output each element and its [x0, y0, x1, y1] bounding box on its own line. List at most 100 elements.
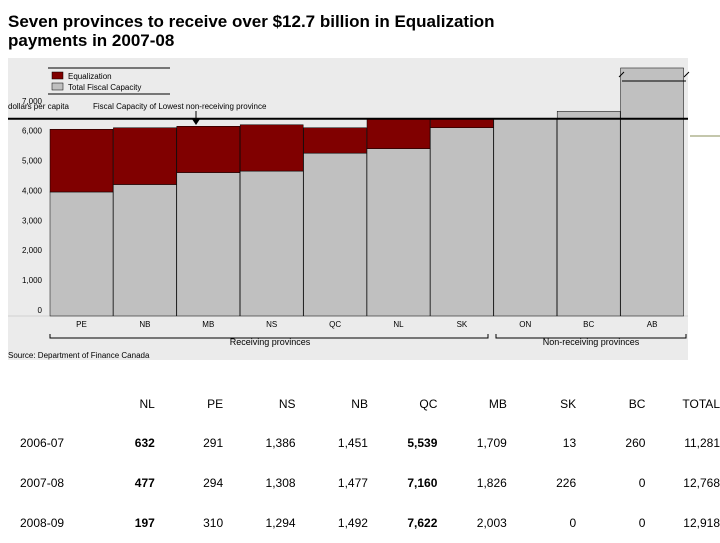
axis-break-marker — [618, 71, 690, 82]
table-cell: 477 — [134, 476, 155, 490]
y-tick-label: 6,000 — [22, 127, 43, 136]
legend-label-capacity: Total Fiscal Capacity — [68, 83, 141, 92]
bar-capacity-on — [493, 118, 558, 317]
reference-arrow-head — [192, 119, 200, 125]
x-tick-label: MB — [202, 320, 214, 329]
non-receiving-bracket — [495, 334, 687, 339]
table-cell: 1,826 — [476, 476, 507, 490]
table-cell: 226 — [556, 476, 577, 490]
table-row: 2007-08 477 294 1,308 1,477 7,160 1,826 226 0 12,… — [0, 463, 720, 503]
y-tick-label: 2,000 — [22, 246, 43, 255]
table-cell: PE — [207, 397, 224, 411]
bar-equalization-qc — [303, 127, 367, 154]
table-cell: 197 — [134, 516, 155, 530]
table-cell: 13 — [562, 436, 577, 450]
bar-equalization-pe — [49, 128, 114, 193]
table-row: 2008-09 197 310 1,294 1,492 7,622 2,003 0 0 12,91… — [0, 503, 720, 543]
bar-capacity-qc — [303, 152, 367, 317]
group-label-receiving: Receiving provinces — [230, 337, 311, 347]
reference-line-label: Fiscal Capacity of Lowest non-receiving … — [93, 102, 267, 111]
y-tick-label: 0 — [38, 306, 43, 315]
table-cell: 2,003 — [476, 516, 507, 530]
x-tick-label: NL — [393, 320, 404, 329]
table-cell: 1,294 — [265, 516, 296, 530]
table-row-label: 2008-09 — [20, 516, 65, 530]
x-tick-label: AB — [647, 320, 658, 329]
table-cell: 0 — [638, 516, 646, 530]
table-cell: MB — [488, 397, 507, 411]
y-tick-labels: 0 1,000 2,000 3,000 4,000 5,000 6,000 7,000 — [22, 97, 43, 315]
title-line-2: payments in 2007-08 — [8, 31, 175, 50]
bar-capacity-bc — [556, 111, 621, 317]
table-cell: SK — [560, 397, 577, 411]
bar-capacity-ns — [239, 170, 304, 317]
legend-label-equalization: Equalization — [68, 72, 112, 81]
table-cell: 12,768 — [683, 476, 720, 490]
legend: Equalization Total Fiscal Capacity — [48, 67, 170, 95]
table-row-label: 2006-07 — [20, 436, 65, 450]
table-cell: 0 — [569, 516, 577, 530]
y-tick-label: 5,000 — [22, 157, 43, 166]
equalization-table: NL PE NS NB QC MB SK BC TOTAL 2006-07 632 291 1,386 1… — [0, 385, 720, 543]
table-cell: 11,281 — [684, 436, 720, 450]
x-tick-label: NB — [139, 320, 150, 329]
table-cell: BC — [628, 397, 646, 411]
table-cell: 291 — [203, 436, 224, 450]
y-tick-label: 1,000 — [22, 276, 43, 285]
x-tick-labels: PE NB MB NS QC NL SK ON BC AB — [76, 320, 657, 329]
table-cell: 1,477 — [337, 476, 368, 490]
table-header-row: NL PE NS NB QC MB SK BC TOTAL — [0, 385, 720, 423]
bar-equalization-mb — [176, 126, 241, 173]
table-row-label — [0, 385, 99, 423]
x-tick-label: SK — [457, 320, 468, 329]
x-tick-label: ON — [519, 320, 531, 329]
table-cell: 5,539 — [407, 436, 438, 450]
y-axis-label: dollars per capita — [8, 102, 69, 111]
bar-capacity-ab — [620, 67, 684, 317]
table-cell: 1,709 — [476, 436, 507, 450]
bars-group — [49, 67, 684, 317]
table-cell: 632 — [134, 436, 155, 450]
y-tick-label: 7,000 — [22, 97, 43, 106]
table-cell: 260 — [625, 436, 646, 450]
bar-equalization-sk — [430, 118, 494, 128]
receiving-bracket — [49, 334, 489, 339]
table-row-label: 2007-08 — [20, 476, 65, 490]
table-cell: NB — [351, 397, 368, 411]
table-cell: 12,918 — [683, 516, 720, 530]
table-cell: NL — [139, 397, 155, 411]
source-note: Source: Department of Finance Canada — [8, 351, 150, 360]
table-cell: 294 — [203, 476, 224, 490]
table-cell: 310 — [203, 516, 224, 530]
bar-capacity-nb — [113, 184, 177, 317]
x-tick-label: QC — [329, 320, 341, 329]
x-tick-label: PE — [76, 320, 87, 329]
table-cell: 7,622 — [407, 516, 438, 530]
bar-capacity-nl — [366, 148, 431, 317]
y-tick-label: 4,000 — [22, 186, 43, 195]
bar-capacity-sk — [430, 127, 494, 317]
y-tick-label: 3,000 — [22, 216, 43, 225]
table-cell: 0 — [638, 476, 646, 490]
x-tick-label: NS — [266, 320, 277, 329]
table-cell: 1,451 — [337, 436, 368, 450]
title-line-1: Seven provinces to receive over $12.7 bi… — [8, 12, 495, 31]
chart-title: Seven provinces to receive over $12.7 bi… — [8, 12, 608, 50]
table-cell: QC — [419, 397, 438, 411]
legend-swatch-capacity — [51, 82, 64, 91]
bar-equalization-nb — [113, 127, 177, 185]
table-cell: 1,308 — [265, 476, 296, 490]
table-cell: TOTAL — [682, 397, 720, 411]
legend-swatch-equalization — [51, 71, 64, 80]
equalization-chart: 0 1,000 2,000 3,000 4,000 5,000 6,000 7,000 PE N… — [8, 58, 720, 360]
bar-capacity-mb — [176, 172, 241, 317]
table-cell: 1,386 — [265, 436, 296, 450]
bar-capacity-pe — [49, 191, 114, 317]
bar-equalization-ns — [239, 124, 304, 172]
table-cell: NS — [278, 397, 296, 411]
group-label-non-receiving: Non-receiving provinces — [543, 337, 640, 347]
table-row: 2006-07 632 291 1,386 1,451 5,539 1,709 13 260 11… — [0, 423, 720, 463]
table-cell: 1,492 — [337, 516, 368, 530]
table-cell: 7,160 — [407, 476, 438, 490]
x-tick-label: BC — [583, 320, 594, 329]
